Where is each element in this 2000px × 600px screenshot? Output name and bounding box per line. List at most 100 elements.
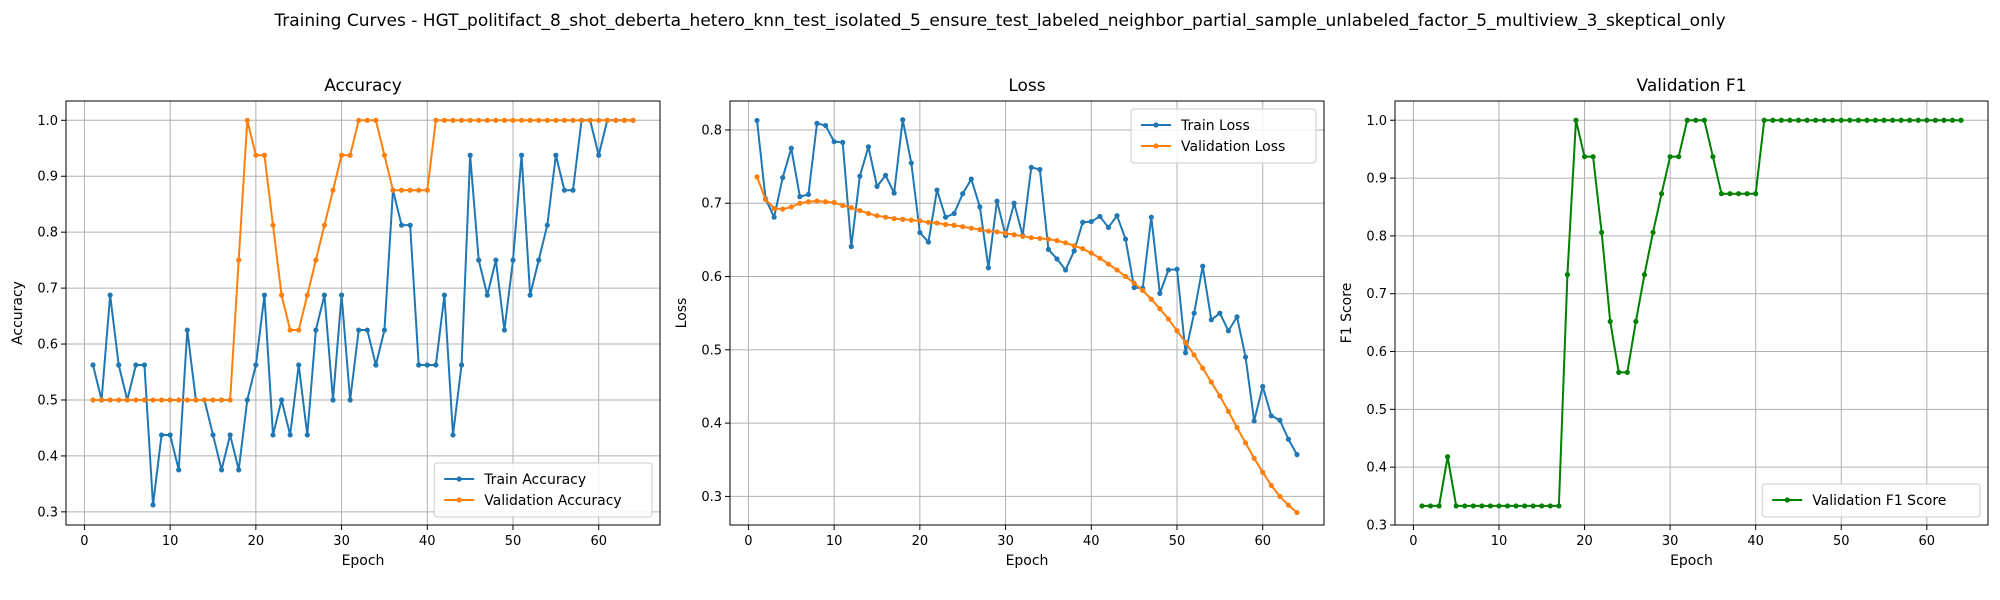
accuracy-data-point [373, 117, 379, 123]
loss-data-point [1174, 266, 1180, 272]
accuracy-data-point [510, 257, 516, 263]
loss-data-point [780, 206, 786, 212]
loss-data-point [1251, 455, 1257, 461]
accuracy-data-point [90, 362, 96, 368]
f1-x-tick-label: 20 [1576, 534, 1593, 549]
loss-data-point [874, 213, 880, 219]
loss-data-point [960, 224, 966, 230]
accuracy-data-point [450, 117, 456, 123]
loss-data-point [908, 160, 914, 166]
loss-data-point [1277, 493, 1283, 500]
loss-data-point [1097, 255, 1103, 261]
loss-data-point [814, 198, 820, 204]
accuracy-data-point [133, 362, 139, 368]
loss-data-point [831, 139, 837, 145]
accuracy-data-point [218, 397, 225, 403]
f1-x-label: Epoch [1670, 553, 1713, 569]
accuracy-data-point [433, 362, 439, 368]
loss-data-point [1105, 261, 1112, 267]
f1-data-point [1838, 117, 1844, 123]
accuracy-data-point [116, 362, 122, 368]
loss-axes-frame [729, 100, 1325, 526]
loss-data-point [754, 117, 760, 124]
loss-series-1 [754, 174, 1300, 516]
accuracy-data-point [201, 397, 208, 403]
accuracy-data-point [416, 187, 422, 193]
accuracy-data-point [476, 117, 482, 123]
f1-data-point [1847, 117, 1853, 123]
loss-data-point [1242, 440, 1249, 446]
f1-y-tick-label: 0.5 [1366, 403, 1387, 418]
accuracy-data-point [621, 117, 628, 123]
loss-data-point [1225, 328, 1232, 334]
f1-data-point [1470, 503, 1476, 509]
f1-data-point [1710, 154, 1716, 160]
loss-data-point [822, 122, 829, 129]
loss-data-point [1200, 365, 1206, 371]
f1-y-tick-label: 0.7 [1366, 287, 1387, 302]
f1-y-tick-label: 0.3 [1366, 519, 1387, 534]
loss-data-point [882, 214, 889, 220]
accuracy-legend-box [433, 462, 653, 518]
loss-data-point [1140, 287, 1146, 294]
accuracy-data-point [330, 397, 336, 403]
loss-data-point [1028, 164, 1034, 170]
loss-data-point [985, 265, 992, 271]
accuracy-data-point [296, 362, 302, 368]
f1-data-point [1864, 117, 1870, 123]
loss-data-point [1182, 339, 1189, 346]
loss-legend-label: Train Loss [1180, 118, 1250, 134]
loss-data-point [1157, 290, 1163, 296]
loss-x-label: Epoch [1006, 553, 1049, 569]
loss-legend-marker [1153, 122, 1159, 128]
loss-data-point [840, 202, 846, 209]
loss-data-point [994, 229, 1000, 235]
f1-data-point [1718, 191, 1725, 197]
f1-data-point [1522, 503, 1528, 509]
accuracy-x-tick-label: 50 [505, 534, 522, 549]
f1-grid [1395, 101, 1988, 526]
loss-data-point [977, 204, 983, 210]
loss-data-point [977, 227, 983, 233]
loss-data-point [857, 173, 863, 179]
accuracy-data-point [570, 117, 576, 123]
loss-x-tick-label: 60 [1254, 534, 1271, 549]
loss-data-point [934, 220, 940, 226]
accuracy-data-point [150, 502, 156, 508]
f1-data-point [1487, 503, 1494, 509]
loss-series-line [756, 176, 1298, 514]
accuracy-data-point [587, 117, 593, 123]
loss-data-point [1054, 256, 1060, 262]
f1-y-label: F1 Score [1339, 283, 1355, 344]
accuracy-data-point [244, 117, 250, 123]
accuracy-data-point [493, 257, 499, 263]
accuracy-data-point [338, 292, 345, 298]
accuracy-data-point [553, 117, 559, 123]
accuracy-data-point [210, 397, 216, 403]
loss-data-point [934, 187, 940, 193]
loss-data-point [814, 120, 820, 126]
f1-data-point [1812, 117, 1819, 123]
f1-data-point [1727, 191, 1733, 197]
loss-data-point [1200, 263, 1206, 269]
loss-data-point [994, 198, 1000, 204]
accuracy-data-point [476, 257, 482, 263]
accuracy-y-tick-label: 0.8 [37, 226, 58, 241]
loss-data-point [1037, 235, 1043, 242]
f1-data-point [1607, 318, 1613, 325]
loss-data-point [848, 243, 854, 250]
accuracy-data-point [141, 397, 148, 403]
f1-data-point [1530, 503, 1536, 509]
accuracy-data-point [561, 187, 568, 193]
accuracy-data-point [124, 397, 130, 403]
f1-data-point [1753, 191, 1759, 197]
loss-data-point [788, 145, 794, 151]
accuracy-data-point [518, 117, 525, 123]
f1-data-point [1735, 191, 1742, 197]
accuracy-x-tick-label: 40 [419, 534, 436, 549]
accuracy-data-point [450, 432, 456, 438]
accuracy-data-point [176, 467, 182, 473]
accuracy-data-point [390, 187, 396, 193]
loss-data-point [1131, 280, 1137, 286]
accuracy-x-tick-label: 20 [248, 534, 265, 549]
